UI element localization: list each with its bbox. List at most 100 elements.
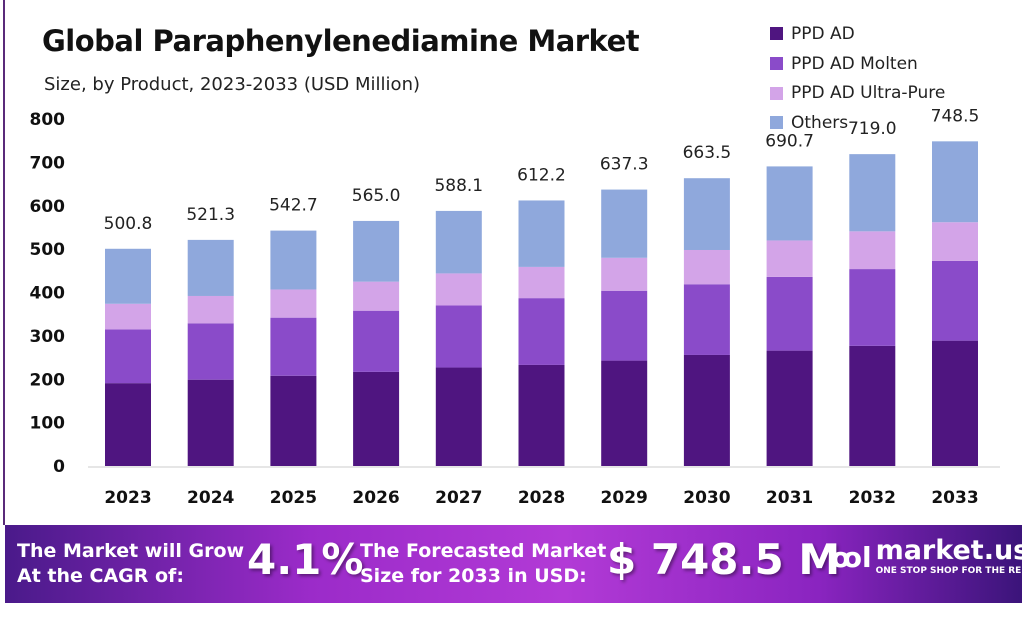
stacked-bar-chart: 0 100 200 300 400 500 600 700 800 500.8 2023 521.3 2… <box>30 106 1000 508</box>
bar-segment-ppd-ad-ultra-pure <box>683 249 730 285</box>
legend-item-others: Others <box>770 108 945 138</box>
bar-segment-ppd-ad-molten <box>518 298 565 365</box>
bar-segment-others <box>270 230 317 290</box>
bar-segment-ppd-ad-ultra-pure <box>601 257 648 291</box>
bar-segment-ppd-ad-molten <box>435 305 482 368</box>
legend-item-ppd-ad-ultra-pure: PPD AD Ultra-Pure <box>770 78 945 108</box>
total-label: 612.2 <box>517 165 566 185</box>
logo-tagline: ONE STOP SHOP FOR THE REPORTS <box>875 566 1022 576</box>
market-size-label-line1: The Forecasted Market <box>360 540 607 562</box>
bar-segment-ppd-ad-ultra-pure <box>932 222 978 261</box>
market-size-value: $ 748.5 M <box>607 535 841 584</box>
bar-segment-ppd-ad-ultra-pure <box>766 240 813 277</box>
logo-icon: ꝏl <box>831 540 872 574</box>
bar-segment-others <box>353 220 400 282</box>
total-label: 521.3 <box>186 205 235 225</box>
legend-swatch <box>770 57 783 71</box>
y-tick-label: 100 <box>30 414 66 434</box>
cagr-label: The Market will Grow At the CAGR of: <box>17 539 244 589</box>
bar-segment-ppd-ad-ultra-pure <box>353 281 400 311</box>
total-label: 748.5 <box>931 106 980 126</box>
bar-segment-ppd-ad-molten <box>849 269 896 346</box>
y-tick-label: 200 <box>30 370 66 390</box>
bar-segment-ppd-ad <box>849 345 896 466</box>
bar-segment-ppd-ad-molten <box>270 317 317 376</box>
bar-segment-ppd-ad-ultra-pure <box>849 231 896 270</box>
x-tick-label: 2033 <box>931 488 978 508</box>
bar-segment-others <box>435 210 482 274</box>
bar-segment-ppd-ad <box>270 375 317 466</box>
cagr-value: 4.1% <box>247 535 364 584</box>
bar-segment-ppd-ad-ultra-pure <box>435 273 482 306</box>
legend-swatch <box>770 27 783 41</box>
x-tick-label: 2023 <box>104 488 151 508</box>
bar-segment-ppd-ad <box>187 379 234 466</box>
bar-segment-ppd-ad <box>766 350 813 466</box>
bar-segment-ppd-ad <box>601 360 648 466</box>
bar-segment-others <box>518 200 565 267</box>
y-tick-label: 500 <box>30 240 66 260</box>
total-label: 719.0 <box>848 119 897 139</box>
x-tick-label: 2024 <box>187 488 234 508</box>
footer-banner: The Market will Grow At the CAGR of: 4.1… <box>5 525 1022 603</box>
bar-segment-others <box>766 166 813 241</box>
bar-segment-ppd-ad-molten <box>187 323 234 380</box>
bar-segment-others <box>932 141 978 223</box>
legend: PPD AD PPD AD Molten PPD AD Ultra-Pure O… <box>770 19 945 138</box>
x-tick-label: 2031 <box>766 488 813 508</box>
x-tick-label: 2025 <box>270 488 317 508</box>
bar-segment-ppd-ad <box>932 340 978 466</box>
cagr-label-line2: At the CAGR of: <box>17 565 184 587</box>
market-us-logo: ꝏl market.us ONE STOP SHOP FOR THE REPOR… <box>831 537 1022 577</box>
cagr-label-line1: The Market will Grow <box>17 540 245 562</box>
x-tick-label: 2026 <box>352 488 399 508</box>
legend-item-ppd-ad: PPD AD <box>770 19 945 49</box>
legend-item-ppd-ad-molten: PPD AD Molten <box>770 49 945 79</box>
bar-segment-ppd-ad-ultra-pure <box>270 289 317 318</box>
y-tick-label: 300 <box>30 327 66 347</box>
y-tick-label: 700 <box>30 153 66 173</box>
bar-segment-ppd-ad-ultra-pure <box>187 295 234 324</box>
bar-segment-others <box>105 248 151 304</box>
bar-segment-ppd-ad <box>435 367 482 466</box>
legend-swatch <box>770 86 783 100</box>
total-label: 663.5 <box>683 143 732 163</box>
x-tick-label: 2028 <box>518 488 565 508</box>
bar-segment-ppd-ad-molten <box>105 329 151 384</box>
bar-segment-ppd-ad-molten <box>766 276 813 351</box>
bar-segment-ppd-ad-molten <box>601 290 648 361</box>
total-label: 588.1 <box>434 176 483 196</box>
total-label: 500.8 <box>104 214 153 234</box>
legend-label: PPD AD Ultra-Pure <box>791 83 946 104</box>
frame-border <box>3 0 5 525</box>
y-tick-label: 600 <box>30 197 66 217</box>
total-label: 690.7 <box>765 131 814 151</box>
bar-segment-ppd-ad <box>353 371 400 466</box>
legend-label: Others <box>791 112 849 133</box>
total-label: 542.7 <box>269 196 318 216</box>
bar-segment-ppd-ad <box>105 383 151 466</box>
x-tick-label: 2029 <box>601 488 648 508</box>
bar-segment-others <box>849 154 896 232</box>
logo-name: market.us <box>875 535 1022 566</box>
bar-segment-ppd-ad-molten <box>932 260 978 341</box>
y-tick-label: 800 <box>30 110 66 130</box>
bar-segment-others <box>683 178 730 250</box>
chart-title: Global Paraphenylenediamine Market <box>42 24 640 58</box>
bar-segment-ppd-ad <box>518 364 565 466</box>
market-size-label: The Forecasted Market Size for 2033 in U… <box>360 539 606 589</box>
chart-subtitle: Size, by Product, 2023-2033 (USD Million… <box>44 74 420 95</box>
bar-segment-ppd-ad-molten <box>683 284 730 355</box>
x-tick-label: 2032 <box>849 488 896 508</box>
total-label: 637.3 <box>600 155 649 175</box>
legend-label: PPD AD <box>791 23 855 44</box>
y-tick-label: 0 <box>53 457 65 477</box>
market-size-label-line2: Size for 2033 in USD: <box>360 565 587 587</box>
total-label: 565.0 <box>352 186 401 206</box>
bar-segment-ppd-ad <box>683 354 730 466</box>
bar-segment-others <box>601 189 648 258</box>
bar-segment-ppd-ad-molten <box>353 310 400 372</box>
x-tick-label: 2027 <box>435 488 482 508</box>
bar-segment-ppd-ad-ultra-pure <box>105 303 151 330</box>
bar-segment-ppd-ad-ultra-pure <box>518 266 565 299</box>
